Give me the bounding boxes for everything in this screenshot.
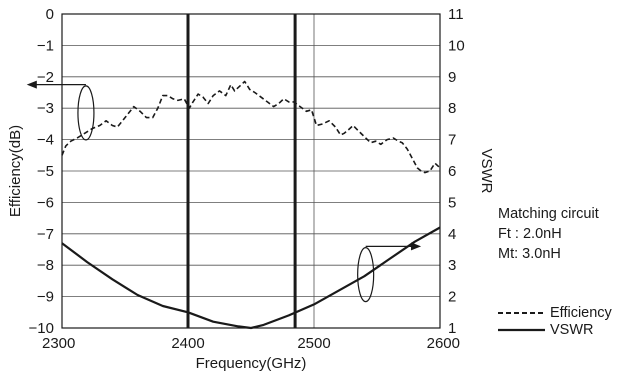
annotations <box>26 80 422 303</box>
vswr-axis-indicator <box>357 247 375 303</box>
y-tick-label: −8 <box>37 257 54 274</box>
y2-tick-label: 9 <box>448 69 456 86</box>
y-tick-label: −6 <box>37 194 54 211</box>
y-tick-label: −5 <box>37 163 54 180</box>
ft-value-label: Ft : 2.0nH <box>498 226 562 242</box>
vswr-axis-arrowhead <box>411 242 422 251</box>
y2-tick-label: 2 <box>448 289 456 306</box>
matching-circuit-label: Matching circuit <box>498 206 599 222</box>
series-layer <box>61 80 441 330</box>
x-tick-label: 2300 <box>42 335 75 352</box>
y2-tick-label: 3 <box>448 257 456 274</box>
mt-value-label: Mt: 3.0nH <box>498 246 561 262</box>
x-tick-label: 2600 <box>427 335 460 352</box>
series-line-efficiency <box>61 80 441 174</box>
efficiency-axis-indicator <box>77 85 95 141</box>
legend-label-efficiency: Efficiency <box>550 305 612 321</box>
y-tick-label: −10 <box>29 320 54 337</box>
y2-tick-label: 5 <box>448 194 456 211</box>
y-tick-label: −9 <box>37 289 54 306</box>
series-line-vswr <box>61 226 441 330</box>
y-tick-label: −1 <box>37 37 54 54</box>
y2-tick-label: 6 <box>448 163 456 180</box>
y-tick-label: 0 <box>46 6 54 23</box>
y2-tick-label: 1 <box>448 320 456 337</box>
tick-labels: 0 −1 −2 −3 −4 −5 −6 −7 −8 −9 −10 11 10 9 8 7 6 5 4 3 2 1 2300 2… <box>29 6 465 352</box>
legend <box>498 312 545 332</box>
x-tick-label: 2500 <box>297 335 330 352</box>
y-tick-label: −4 <box>37 132 54 149</box>
y2-tick-label: 8 <box>448 100 456 117</box>
y2-tick-label: 7 <box>448 132 456 149</box>
efficiency-axis-arrowhead <box>26 80 37 89</box>
band-markers <box>186 14 297 328</box>
grid-layer <box>61 13 441 329</box>
legend-label-vswr: VSWR <box>550 322 594 338</box>
x-axis-title: Frequency(GHz) <box>196 355 307 372</box>
y-tick-label: −7 <box>37 226 54 243</box>
plot-frame <box>61 13 441 329</box>
y2-axis-title: VSWR <box>478 149 495 194</box>
y-tick-label: −3 <box>37 100 54 117</box>
y2-tick-label: 10 <box>448 37 465 54</box>
y2-tick-label: 4 <box>448 226 456 243</box>
y-axis-title: Efficiency(dB) <box>7 125 24 217</box>
x-tick-label: 2400 <box>171 335 204 352</box>
y-tick-label: −2 <box>37 69 54 86</box>
y2-tick-label: 11 <box>448 6 464 23</box>
